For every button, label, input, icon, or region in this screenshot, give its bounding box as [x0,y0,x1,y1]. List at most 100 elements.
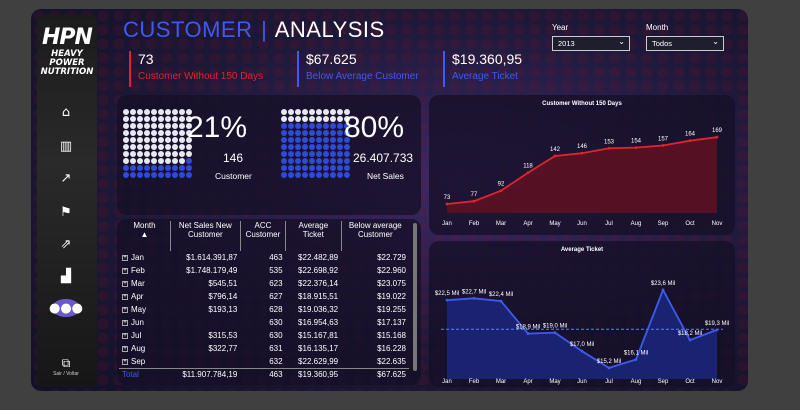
customer-without-150-chart-panel: Customer Without 150 Days 73 Jan 77 Feb 92 Ma… [429,95,735,235]
x-tick-label: Nov [712,379,723,385]
expand-icon[interactable]: + [122,293,128,300]
customer-caption: Customer [215,171,252,181]
waffle-dot [151,123,157,129]
waffle-dot [130,116,136,122]
waffle-dot [337,151,343,157]
month-cell: + Feb [122,266,145,275]
expand-icon[interactable]: + [122,332,128,339]
waffle-dot [309,123,315,129]
waffle-dot [316,144,322,150]
waffle-dot [344,109,350,115]
col-header-month[interactable]: Month ▲ [119,221,171,251]
waffle-dot [186,165,192,171]
waffle-dot [123,144,129,150]
table-cell: 623 [269,279,283,288]
data-point [688,139,692,143]
steps-icon[interactable]: ▟ [61,268,71,284]
col-header-below-average[interactable]: Below average Customer [348,221,402,239]
home-icon[interactable]: ⌂ [61,104,71,120]
waffle-dot [316,165,322,171]
data-label: 146 [577,144,588,150]
year-dropdown[interactable]: 2013 ⌄ [552,36,630,51]
waffle-dot [179,144,185,150]
table-row[interactable]: + Jul $315,53 630 $15.167,81 $15.168 [119,329,409,342]
expand-icon[interactable]: + [122,267,128,274]
waffle-dot [186,123,192,129]
bar-chart-icon[interactable]: ▥ [59,138,73,154]
expand-icon[interactable]: + [122,345,128,352]
waffle-dot [137,151,143,157]
line-chart-icon[interactable]: ↗ [60,170,72,186]
waffle-dot [172,172,178,178]
chart-title: Average Ticket [560,247,604,253]
table-row[interactable]: + Jun 630 $16.954,63 $17.137 [119,316,409,329]
waffle-dot [337,144,343,150]
waffle-dot [288,137,294,143]
expand-icon[interactable]: + [122,306,128,313]
table-header-row: Month ▲ Net Sales New Customer ACC Custom… [119,221,409,251]
people-icon[interactable]: ⚑ [60,204,72,220]
waffle-dot [144,165,150,171]
data-point [445,202,449,206]
table-row[interactable]: + Apr $796,14 627 $18.915,51 $19.022 [119,290,409,303]
table-cell: $22.629,99 [298,356,339,366]
waffle-dot [309,109,315,115]
waffle-dot [344,144,350,150]
table-row[interactable]: + Feb $1.748.179,49 535 $22.698,92 $22.960 [119,264,409,277]
table-cell: $22.635 [377,356,406,366]
waffle-dot [344,151,350,157]
x-tick-label: Oct [685,221,695,227]
waffle-dot [158,158,164,164]
waffle-dot [330,130,336,136]
table-cell: 630 [269,318,283,327]
expand-icon[interactable]: + [122,358,128,365]
waffle-dot [172,130,178,136]
table-row[interactable]: + Aug $322,77 631 $16.135,17 $16.228 [119,342,409,355]
logo-line-3: NUTRITION [40,67,94,77]
waffle-dot [144,158,150,164]
waffle-dot [302,123,308,129]
table-panel: Month ▲ Net Sales New Customer ACC Custom… [117,219,421,385]
expand-icon[interactable]: + [122,280,128,287]
table-total-row: Total $11.907.784,19 463 $19.360,95 $67.625 [119,367,409,381]
table-cell: $15.168 [377,331,406,340]
chevron-down-icon: ⌄ [712,37,719,46]
waffle-dot [337,172,343,178]
col-header-average-ticket[interactable]: Average Ticket [285,221,342,251]
table-row[interactable]: + Sep 632 $22.629,99 $22.635 [119,355,409,368]
data-label: $23,6 Mil [651,281,675,287]
waffle-dot [295,151,301,157]
col-header-net-sales[interactable]: Net Sales New Customer [170,221,241,251]
table-scrollbar[interactable] [413,223,417,371]
waffle-dot [144,130,150,136]
waffle-dot [302,158,308,164]
data-label: $17,0 Mil [570,342,594,348]
waffle-dot [281,144,287,150]
col-header-acc-customer[interactable]: ACC Customer [240,221,287,251]
waffle-dot [302,172,308,178]
title-analysis: ANALYSIS [274,17,385,42]
x-tick-label: Sep [658,221,669,227]
customer-waffle [123,109,192,178]
growth-icon[interactable]: ⇗ [60,236,72,252]
table-row[interactable]: + Jan $1.614.391,87 463 $22.482,89 $22.729 [119,251,409,264]
x-tick-label: Jun [577,379,587,385]
x-tick-label: May [549,379,560,385]
waffle-dot [295,158,301,164]
table-row[interactable]: + Mar $545,51 623 $22.376,14 $23.075 [119,277,409,290]
month-dropdown[interactable]: Todos ⌄ [646,36,724,51]
month-cell: + Apr [122,292,144,301]
table-row[interactable]: + May $193,13 628 $19.036,32 $19.255 [119,303,409,316]
expand-icon[interactable]: + [122,319,128,326]
waffle-dot [186,172,192,178]
group-icon[interactable]: ●●● [48,299,84,317]
waffle-dot [309,130,315,136]
table-cell: $16.135,17 [298,344,339,353]
expand-icon[interactable]: + [122,254,128,261]
data-label: 92 [498,182,505,188]
waffle-dot [295,130,301,136]
data-point [607,146,611,150]
waffle-dot [151,165,157,171]
exit-button[interactable]: ⧉ Sair / Voltar [53,356,79,377]
table-cell: $22.482,89 [298,253,339,262]
